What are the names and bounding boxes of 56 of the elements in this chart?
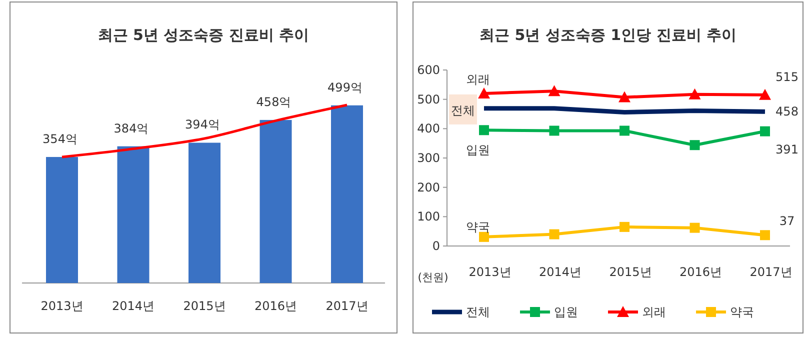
data-label: 515 — [776, 70, 798, 84]
y-axis-title: (천원) — [418, 271, 448, 284]
data-label: 458억 — [256, 94, 292, 109]
x-tick-label: 2014년 — [538, 265, 582, 279]
bar — [331, 105, 363, 283]
point — [620, 126, 630, 136]
text: 약국 — [466, 220, 490, 234]
bar — [117, 146, 150, 283]
text: 입원 — [466, 143, 490, 158]
point — [759, 88, 771, 100]
y-tick-label: 200 — [417, 180, 440, 194]
point — [478, 87, 490, 98]
legend-label: 외래 — [642, 305, 666, 319]
data-label: 384억 — [114, 121, 149, 136]
point — [688, 88, 701, 100]
data-label: 391 — [776, 142, 798, 156]
chart-title: 최근 5년 성조숙증 진료비 추이 — [98, 26, 310, 44]
chart-title: 최근 5년 성조숙증 1인당 진료비 추이 — [480, 26, 736, 44]
point — [690, 222, 700, 233]
point — [549, 229, 560, 240]
point — [548, 85, 560, 96]
y-tick-label: 500 — [417, 92, 440, 106]
y-tick-label: 400 — [417, 122, 440, 136]
bar — [260, 120, 292, 283]
legend-label: 전체 — [466, 305, 490, 319]
x-tick-label: 2013년 — [40, 299, 84, 313]
data-label: 394억 — [185, 118, 220, 132]
data-label: 499억 — [328, 80, 362, 94]
point — [690, 140, 700, 150]
x-tick-label: 2014년 — [112, 299, 155, 313]
point — [618, 91, 630, 102]
bar — [188, 142, 220, 283]
point — [760, 230, 770, 240]
bar — [46, 156, 78, 283]
point — [620, 222, 630, 232]
x-tick-label: 2016년 — [254, 299, 298, 313]
data-label: 354억 — [42, 132, 78, 146]
point — [760, 126, 770, 136]
y-tick-label: 0 — [432, 239, 440, 253]
point — [549, 126, 560, 136]
x-tick-label: 2017년 — [326, 299, 368, 313]
y-tick-label: 300 — [417, 151, 440, 165]
data-label: 37 — [779, 214, 795, 228]
point — [479, 125, 489, 136]
y-tick-label: 600 — [417, 63, 440, 77]
x-tick-label: 2015년 — [183, 299, 226, 313]
x-tick-label: 2017년 — [750, 265, 792, 279]
x-tick-label: 2015년 — [609, 265, 652, 279]
text: 외래 — [466, 72, 490, 86]
x-tick-label: 2013년 — [468, 265, 512, 279]
y-tick-label: 100 — [417, 210, 440, 224]
text: 전체 — [451, 103, 475, 118]
legend-label: 약국 — [730, 305, 754, 319]
x-tick-label: 2016년 — [679, 265, 722, 279]
data-label: 458 — [776, 104, 798, 119]
legend-label: 입원 — [554, 305, 578, 319]
